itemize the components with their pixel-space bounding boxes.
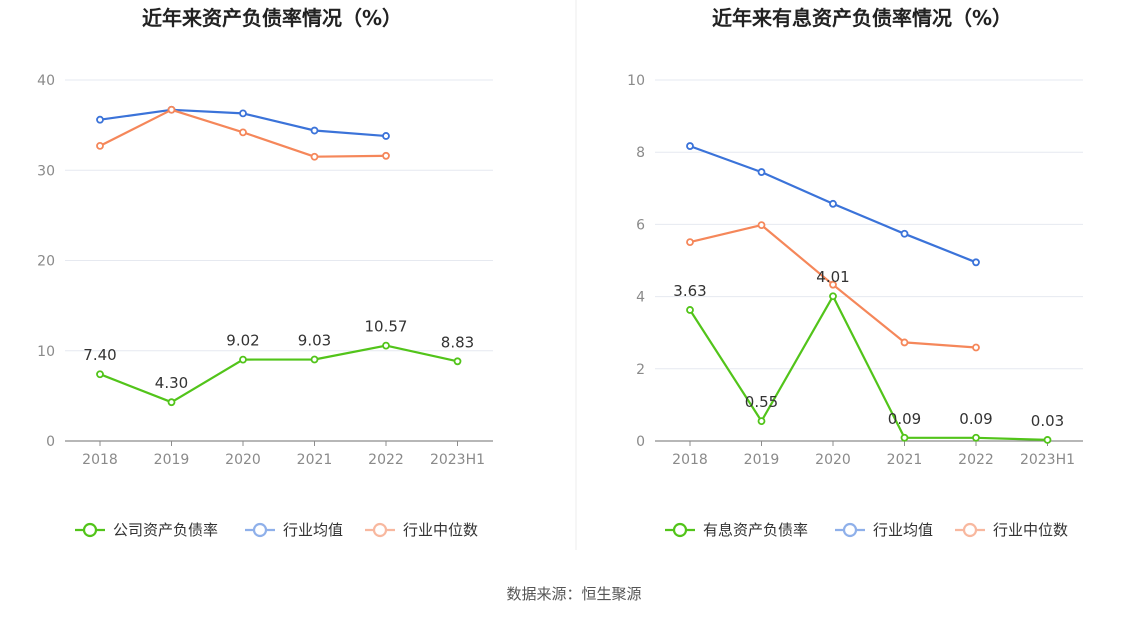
legend-item: 行业中位数: [955, 521, 1068, 539]
x-tick-label: 2020: [815, 452, 851, 468]
data-label: 0.09: [959, 410, 992, 428]
legend-label: 有息资产负债率: [703, 521, 808, 539]
data-point: [686, 142, 694, 150]
y-tick-label: 40: [37, 73, 55, 89]
x-tick-label: 2021: [887, 452, 923, 468]
y-tick-label: 10: [627, 73, 645, 89]
x-tick-label: 2018: [672, 452, 708, 468]
legend-item: 公司资产负债率: [75, 521, 218, 539]
data-label: 0.03: [1031, 412, 1064, 430]
x-tick-label: 2023H1: [430, 452, 485, 468]
data-label: 3.63: [673, 282, 706, 300]
data-point: [167, 398, 176, 407]
legend-label: 行业均值: [283, 521, 343, 539]
data-label: 4.30: [155, 374, 188, 392]
y-tick-label: 2: [636, 362, 645, 378]
data-point: [382, 341, 390, 350]
chart-panel-interest-debt-ratio: 近年来有息资产负债率情况（%） 0 2 4 6 8 10 2018 2019 2020 2021 20…: [627, 6, 1083, 539]
legend-marker: [842, 522, 858, 538]
legend-marker: [962, 522, 978, 538]
legend-item: 行业均值: [245, 521, 343, 539]
data-label: 4.01: [816, 268, 849, 286]
legend-marker: [672, 522, 688, 538]
data-point: [900, 338, 909, 347]
data-label: 7.40: [83, 346, 116, 364]
data-point: [972, 433, 980, 442]
legend-label: 行业中位数: [403, 521, 478, 539]
data-label: 0.55: [745, 393, 778, 411]
data-point: [900, 229, 909, 238]
legend-marker: [82, 522, 98, 538]
y-tick-label: 6: [636, 217, 645, 233]
data-point: [382, 132, 390, 140]
data-source-footer: 数据来源：恒生聚源: [506, 585, 641, 603]
x-tick-label: 2019: [154, 452, 190, 468]
data-point: [167, 105, 176, 114]
data-point: [1043, 436, 1052, 444]
data-label: 8.83: [441, 333, 474, 351]
data-point: [96, 370, 104, 379]
legend-label: 行业均值: [873, 521, 933, 539]
data-point: [382, 151, 390, 160]
legend-label: 行业中位数: [993, 521, 1068, 539]
data-point: [686, 238, 694, 246]
data-point: [239, 355, 247, 364]
data-point: [900, 433, 909, 442]
x-tick-label: 2019: [744, 452, 780, 468]
legend-item: 行业中位数: [365, 521, 478, 539]
chart-title: 近年来资产负债率情况（%）: [142, 6, 402, 30]
y-tick-label: 8: [636, 145, 645, 161]
data-label: 0.09: [888, 410, 921, 428]
legend-label: 公司资产负债率: [113, 521, 218, 539]
data-point: [239, 128, 247, 137]
x-tick-label: 2018: [82, 452, 118, 468]
x-tick-label: 2020: [225, 452, 261, 468]
data-point: [972, 343, 980, 352]
y-tick-label: 20: [37, 254, 55, 270]
y-tick-label: 30: [37, 163, 55, 179]
legend-marker: [252, 522, 268, 538]
data-label: 9.02: [226, 332, 259, 350]
data-point: [829, 292, 837, 301]
data-point: [686, 306, 694, 314]
series-line: [99, 344, 458, 404]
x-tick-label: 2022: [368, 452, 404, 468]
data-point: [239, 109, 247, 118]
x-tick-label: 2023H1: [1020, 452, 1075, 468]
series-line: [689, 295, 1048, 441]
data-point: [96, 115, 104, 124]
data-point: [829, 280, 837, 289]
data-point: [829, 199, 837, 208]
data-point: [310, 355, 319, 364]
data-point: [310, 126, 319, 135]
data-point: [972, 258, 980, 267]
y-tick-label: 0: [46, 434, 55, 450]
x-tick-label: 2021: [297, 452, 333, 468]
x-tick-label: 2022: [958, 452, 994, 468]
chart-panel-debt-ratio: 近年来资产负债率情况（%） 0 10 20 30 40 2018 2019 2020 2021 20…: [37, 6, 493, 539]
data-point: [96, 141, 104, 150]
data-point: [453, 357, 462, 366]
data-point: [757, 168, 766, 176]
data-point: [757, 417, 766, 426]
data-point: [757, 221, 766, 230]
y-tick-label: 4: [636, 290, 645, 306]
y-tick-label: 10: [37, 344, 55, 360]
data-label: 10.57: [365, 318, 408, 336]
data-label: 9.03: [298, 332, 331, 350]
legend-marker: [372, 522, 388, 538]
legend-item: 行业均值: [835, 521, 933, 539]
legend-item: 有息资产负债率: [665, 521, 808, 539]
y-tick-label: 0: [636, 434, 645, 450]
data-point: [310, 152, 319, 161]
chart-title: 近年来有息资产负债率情况（%）: [712, 6, 1012, 30]
